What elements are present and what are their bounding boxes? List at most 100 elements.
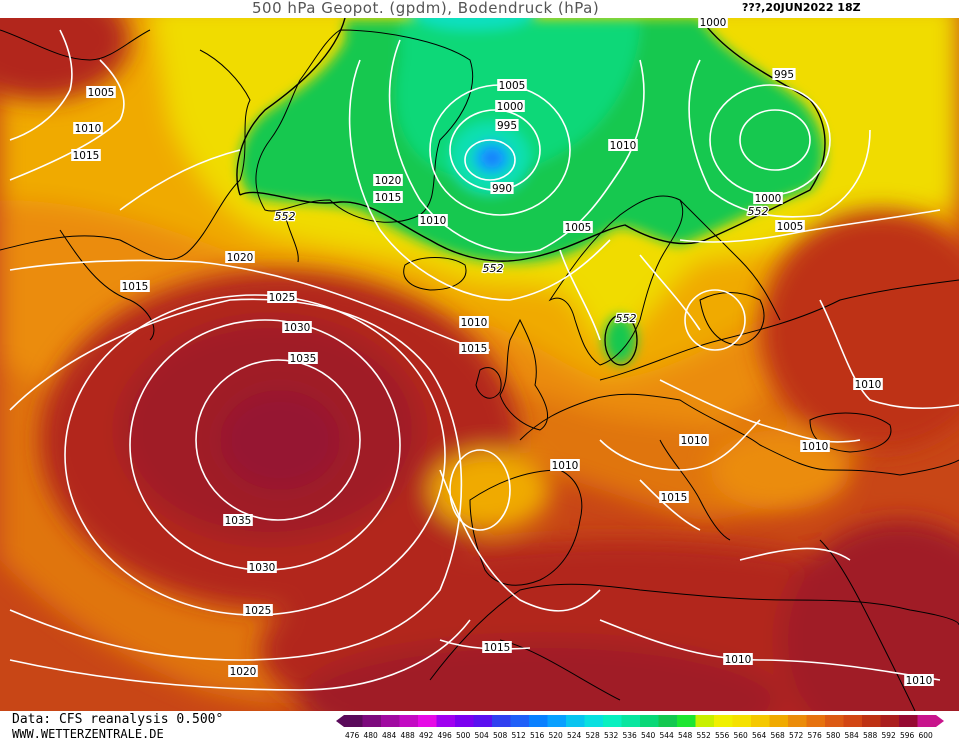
isobar-label-text: 1010 [610, 140, 637, 152]
isobar-label: 1015 [659, 491, 689, 504]
data-source: Data: CFS reanalysis 0.500° [12, 712, 224, 727]
isobar-label-text: 1000 [497, 101, 524, 113]
legend-value: 544 [660, 731, 675, 740]
isobar-label: 990 [490, 182, 514, 195]
isobar-lines [9, 29, 959, 691]
legend-value: 556 [715, 731, 730, 740]
isobar-label-text: 1010 [802, 441, 829, 453]
isobar-label-text: 1015 [661, 492, 688, 504]
isobar-label-text: 1025 [269, 292, 296, 304]
legend-value: 572 [789, 731, 804, 740]
isobar-label-text: 995 [497, 120, 517, 132]
isobar-label: 1035 [223, 514, 253, 527]
legend-swatch [344, 715, 363, 727]
isobar-label: 1015 [71, 149, 101, 162]
legend-swatch [603, 715, 622, 727]
legend-swatch [436, 715, 455, 727]
isobar-label-text: 1010 [681, 435, 708, 447]
isobar-label: 1010 [418, 214, 448, 227]
isobar-label-text: 990 [492, 183, 512, 195]
legend-value: 568 [771, 731, 786, 740]
legend-value: 500 [456, 731, 471, 740]
site-name: WWW.WETTERZENTRALE.DE [12, 727, 164, 741]
legend-value: 532 [604, 731, 619, 740]
isobar-label: 1015 [120, 280, 150, 293]
isobar-label-text: 1005 [777, 221, 804, 233]
isobar-label-text: 995 [774, 69, 794, 81]
isobar-label: 1000 [753, 192, 783, 205]
legend-swatch [418, 715, 437, 727]
isobar-label: 1010 [853, 378, 883, 391]
isobar-label: 1005 [563, 221, 593, 234]
legend-swatch [862, 715, 881, 727]
legend-swatch [732, 715, 751, 727]
legend-value: 596 [900, 731, 915, 740]
legend-swatch [640, 715, 659, 727]
legend-swatch [917, 715, 936, 727]
isobar-label: 1010 [800, 440, 830, 453]
isobar-label-text: 1010 [725, 654, 752, 666]
isobar-labels: 1000 995 1005 1005 1000 995 1010 1015 1010 990 102… [71, 16, 934, 687]
isobar-label: 1025 [243, 604, 273, 617]
legend-swatch [492, 715, 511, 727]
geopotential-labels: 552 552 552 552 [273, 204, 770, 327]
legend-swatch [751, 715, 770, 727]
legend-swatch [584, 715, 603, 727]
legend-value: 600 [919, 731, 934, 740]
geopotential-label: 552 [748, 205, 769, 218]
legend-swatch [788, 715, 807, 727]
legend-value: 492 [419, 731, 434, 740]
isobar-label-text: 1020 [227, 252, 254, 264]
isobar-label: 1015 [482, 641, 512, 654]
legend-arrow-right [936, 715, 944, 727]
geopotential-label: 552 [616, 312, 637, 325]
geopotential-label: 552 [275, 210, 296, 223]
map-footer: Data: CFS reanalysis 0.500° WWW.WETTERZE… [0, 711, 959, 741]
isobar-label: 1020 [228, 665, 258, 678]
legend-swatch [806, 715, 825, 727]
isobar-label: 995 [495, 119, 519, 132]
legend-swatch [566, 715, 585, 727]
isobar-label: 1020 [225, 251, 255, 264]
isobar-label-text: 1020 [230, 666, 257, 678]
isobar-label-text: 1010 [420, 215, 447, 227]
isobar-label: 1010 [679, 434, 709, 447]
isobar-label: 1015 [459, 342, 489, 355]
legend-swatch [769, 715, 788, 727]
isobar-label: 1010 [550, 459, 580, 472]
legend-value: 564 [752, 731, 767, 740]
isobar-label-text: 1005 [565, 222, 592, 234]
legend-value: 588 [863, 731, 878, 740]
legend-value: 488 [401, 731, 416, 740]
map-date: ???,20JUN2022 18Z [742, 1, 861, 14]
legend-swatch [880, 715, 899, 727]
legend-swatch [658, 715, 677, 727]
isobar-label: 1020 [373, 174, 403, 187]
legend-swatch [510, 715, 529, 727]
isobar-label: 1010 [723, 653, 753, 666]
legend-value: 560 [734, 731, 749, 740]
isobar-label: 1005 [86, 86, 116, 99]
isobar-label: 1010 [459, 316, 489, 329]
isobar-label-text: 1010 [552, 460, 579, 472]
isobar-label-text: 1010 [906, 675, 933, 687]
legend-arrow-left [336, 715, 344, 727]
isobar-label-text: 1035 [290, 353, 317, 365]
isobar-label-text: 1015 [73, 150, 100, 162]
isobar-label-text: 1025 [245, 605, 272, 617]
legend-swatch [621, 715, 640, 727]
legend-value: 508 [493, 731, 508, 740]
legend-swatch [843, 715, 862, 727]
isobar-label-text: 1000 [700, 17, 727, 29]
map-title-bar: 500 hPa Geopot. (gpdm), Bodendruck (hPa)… [0, 0, 959, 18]
legend-swatch [362, 715, 381, 727]
legend-value: 548 [678, 731, 693, 740]
legend-swatch [473, 715, 492, 727]
legend-swatch [695, 715, 714, 727]
isobar-label-text: 1010 [461, 317, 488, 329]
isobar-label-text: 1010 [75, 123, 102, 135]
legend-swatch [529, 715, 548, 727]
isobar-label: 995 [772, 68, 796, 81]
isobar-label: 1010 [904, 674, 934, 687]
isobar-label-text: 1010 [855, 379, 882, 391]
